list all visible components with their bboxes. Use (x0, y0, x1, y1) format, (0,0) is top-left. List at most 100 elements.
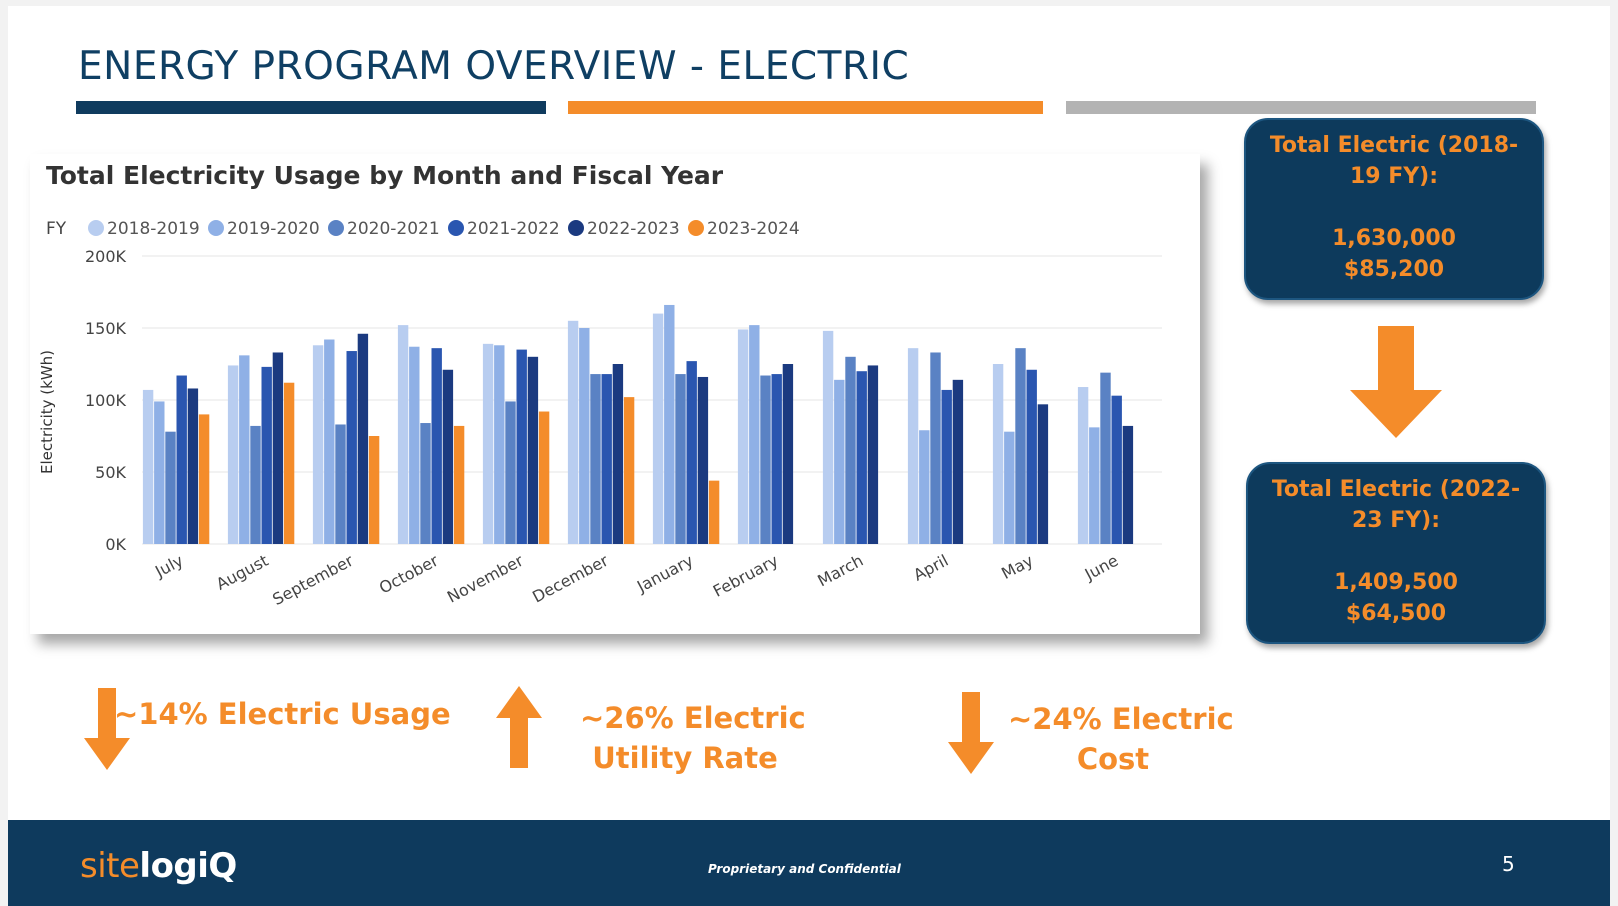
bar-November-2018-2019 (482, 343, 494, 544)
bar-April-2019-2020 (919, 430, 930, 544)
bar-October-2018-2019 (397, 325, 409, 544)
bar-June-2022-2023 (1122, 425, 1134, 544)
legend-swatch-2020-2021 (328, 220, 344, 236)
bar-April-2018-2019 (907, 348, 919, 544)
legend-label-2021-2022: 2021-2022 (467, 219, 560, 239)
x-tick-label: January (633, 551, 696, 597)
bar-December-2018-2019 (567, 320, 579, 544)
bar-August-2021-2022 (261, 366, 272, 544)
legend-label-2018-2019: 2018-2019 (107, 219, 200, 239)
stat-electric-cost: ~24% Electric Cost (1008, 699, 1234, 779)
bar-January-2023-2024 (708, 480, 720, 544)
bar-March-2018-2019 (822, 330, 834, 544)
confidential-notice: Proprietary and Confidential (708, 862, 901, 876)
stat-utility-rate: ~26% Electric Utility Rate (580, 698, 806, 778)
callout-heading: Total Electric (2022-23 FY): (1271, 477, 1521, 533)
callout-2018-19: Total Electric (2018-19 FY): 1,630,000 $… (1244, 118, 1544, 300)
bar-April-2022-2023 (952, 379, 964, 544)
bar-November-2023-2024 (538, 411, 550, 544)
bar-March-2021-2022 (856, 371, 867, 544)
stat-electric-usage: ~14% Electric Usage (114, 697, 451, 731)
bar-September-2022-2023 (357, 333, 369, 544)
bar-November-2019-2020 (494, 345, 505, 544)
bar-June-2021-2022 (1111, 395, 1122, 544)
stat-utility-rate-line1: ~26% Electric (580, 701, 806, 735)
arrow-down-icon (1350, 326, 1442, 438)
bar-August-2020-2021 (250, 425, 261, 544)
bar-August-2022-2023 (272, 352, 284, 544)
x-tick-label: November (444, 551, 527, 607)
footer: sitelogiQ Proprietary and Confidential 5 (8, 820, 1610, 906)
y-tick-label: 100K (85, 391, 127, 410)
title-underline-gray (1066, 101, 1536, 114)
bar-March-2020-2021 (845, 356, 856, 544)
x-tick-label: March (814, 551, 866, 591)
x-tick-label: December (529, 551, 612, 607)
y-tick-label: 200K (85, 247, 127, 266)
rate-up-arrow-icon (496, 686, 542, 768)
bar-July-2023-2024 (198, 414, 210, 544)
bar-September-2021-2022 (346, 351, 357, 544)
bar-August-2018-2019 (227, 365, 239, 544)
bars-group (142, 304, 1134, 544)
bar-December-2021-2022 (601, 374, 612, 544)
bar-March-2022-2023 (867, 365, 879, 544)
electricity-usage-chart: Total Electricity Usage by Month and Fis… (38, 161, 1162, 609)
bar-January-2019-2020 (664, 304, 675, 544)
bar-September-2023-2024 (368, 436, 380, 544)
usage-down-arrow-icon (84, 688, 130, 770)
bar-August-2023-2024 (283, 382, 295, 544)
bar-July-2019-2020 (154, 401, 165, 544)
legend-swatch-2023-2024 (688, 220, 704, 236)
stat-utility-rate-line2: Utility Rate (592, 741, 778, 775)
page-title: ENERGY PROGRAM OVERVIEW - ELECTRIC (78, 44, 910, 89)
title-underline-navy (76, 101, 546, 114)
x-tick-label: September (269, 551, 356, 609)
y-tick-label: 150K (85, 319, 127, 338)
bar-October-2019-2020 (409, 346, 420, 544)
chart-legend: FY 2018-2019 2019-2020 2020-2021 2021-2022 2… (46, 219, 800, 239)
bar-May-2018-2019 (992, 364, 1004, 544)
x-tick-label: May (998, 551, 1036, 583)
bar-September-2019-2020 (324, 339, 335, 544)
x-tick-label: August (213, 551, 271, 594)
y-tick-label: 50K (95, 463, 126, 482)
stat-electric-cost-line2: Cost (1076, 742, 1150, 776)
legend-swatch-2018-2019 (88, 220, 104, 236)
y-tick-label: 0K (105, 535, 126, 554)
bar-December-2023-2024 (623, 397, 635, 544)
bar-July-2020-2021 (165, 431, 176, 544)
bar-April-2021-2022 (941, 389, 952, 544)
bar-July-2022-2023 (187, 388, 199, 544)
chart-title: Total Electricity Usage by Month and Fis… (46, 161, 724, 190)
bar-June-2020-2021 (1100, 372, 1111, 544)
callout-usage: 1,409,500 (1334, 570, 1458, 595)
bar-July-2018-2019 (142, 389, 154, 544)
y-axis: 0K 50K 100K 150K 200K (85, 247, 1162, 554)
x-tick-label: July (151, 551, 186, 582)
bar-October-2020-2021 (420, 423, 431, 544)
bar-February-2019-2020 (749, 325, 760, 544)
bar-May-2021-2022 (1026, 369, 1037, 544)
bar-April-2020-2021 (930, 352, 941, 544)
bar-June-2018-2019 (1077, 387, 1089, 544)
legend-swatch-2022-2023 (568, 220, 584, 236)
bar-January-2021-2022 (686, 361, 697, 544)
bar-October-2022-2023 (442, 369, 454, 544)
page-number: 5 (1502, 852, 1515, 876)
bar-November-2021-2022 (516, 349, 527, 544)
callout-cost: $85,200 (1343, 257, 1445, 282)
legend-label-2022-2023: 2022-2023 (587, 219, 680, 239)
bar-February-2021-2022 (771, 374, 782, 544)
bar-December-2022-2023 (612, 364, 624, 544)
legend-label-2019-2020: 2019-2020 (227, 219, 320, 239)
bar-July-2021-2022 (176, 375, 187, 544)
callout-2022-23: Total Electric (2022-23 FY): 1,409,500 $… (1246, 462, 1546, 644)
bar-January-2018-2019 (652, 313, 664, 544)
x-tick-label: April (910, 551, 951, 585)
legend-label-2020-2021: 2020-2021 (347, 219, 440, 239)
x-tick-label: October (376, 551, 442, 598)
bar-June-2019-2020 (1089, 427, 1100, 544)
bar-January-2022-2023 (697, 376, 709, 544)
legend-swatch-2019-2020 (208, 220, 224, 236)
